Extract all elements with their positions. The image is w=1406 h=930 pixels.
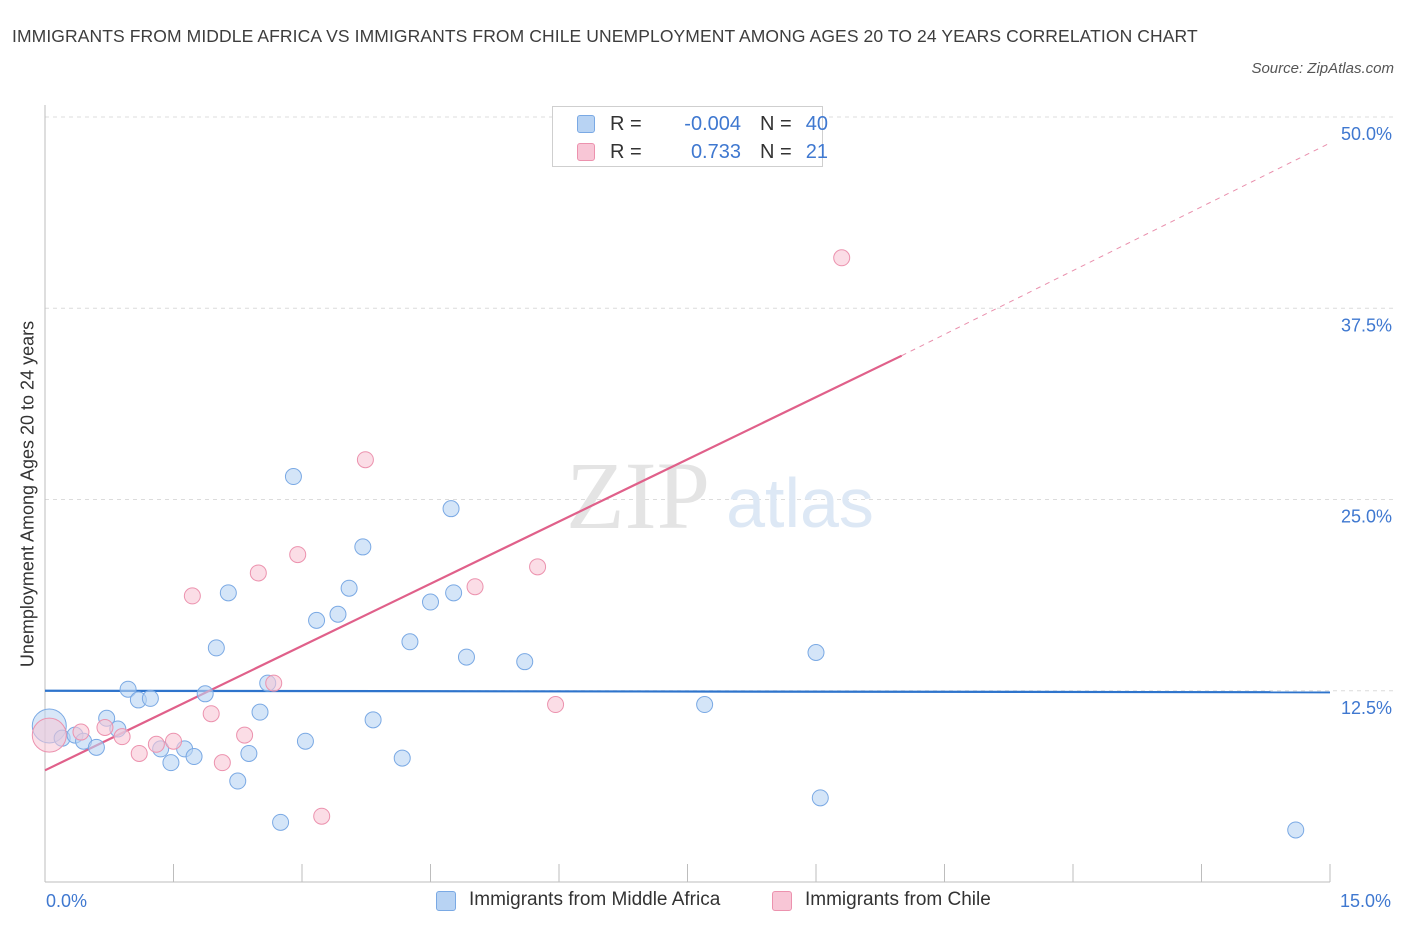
- point-middle-africa-31: [422, 593, 439, 611]
- trendline-middle-africa: [44, 689, 1331, 694]
- watermark-atlas: atlas: [726, 464, 874, 542]
- point-middle-africa-25: [329, 605, 347, 623]
- point-chile-18: [547, 696, 565, 714]
- point-middle-africa-22: [284, 468, 302, 486]
- point-chile-12: [265, 674, 283, 692]
- x-tick-label-min: 0.0%: [46, 891, 88, 911]
- chart-title: IMMIGRANTS FROM MIDDLE AFRICA VS IMMIGRA…: [12, 26, 1198, 46]
- n-value: 40: [805, 113, 828, 135]
- source-label: Source: ZipAtlas.com: [1251, 60, 1394, 77]
- point-chile-2: [96, 718, 114, 736]
- point-chile-9: [213, 754, 231, 772]
- n-label: N =: [760, 141, 792, 163]
- point-chile-17: [529, 558, 547, 576]
- trendline-chile: [44, 354, 903, 772]
- point-middle-africa-32: [442, 500, 460, 518]
- point-middle-africa-4: [87, 738, 105, 756]
- point-chile-19: [833, 249, 851, 267]
- point-middle-africa-37: [807, 644, 825, 661]
- y-axis-label: Unemployment Among Ages 20 to 24 years: [17, 320, 38, 668]
- ytick-label-layer: 12.5% 25.0% 37.5% 50.0%: [1341, 124, 1392, 718]
- y-tick-label-3: 50.0%: [1341, 124, 1392, 144]
- y-tick-label-2: 37.5%: [1341, 315, 1392, 335]
- point-chile-6: [165, 732, 182, 750]
- point-chile-11: [249, 564, 267, 582]
- point-middle-africa-17: [229, 772, 247, 790]
- point-middle-africa-39: [1287, 821, 1305, 839]
- point-chile-15: [356, 451, 374, 469]
- point-middle-africa-15: [207, 639, 225, 657]
- point-chile-3: [113, 728, 131, 746]
- point-middle-africa-28: [364, 711, 382, 729]
- legend-label: Immigrants from Chile: [805, 889, 991, 910]
- point-middle-africa-13: [185, 748, 203, 766]
- legend-swatch-pink: [772, 891, 792, 911]
- point-middle-africa-38: [811, 789, 829, 807]
- trendline-extension-chile: [901, 142, 1331, 357]
- legend-label: Immigrants from Middle Africa: [469, 889, 721, 910]
- point-middle-africa-36: [696, 696, 714, 714]
- point-middle-africa-27: [354, 538, 372, 556]
- y-tick-label-1: 25.0%: [1341, 507, 1392, 527]
- point-middle-africa-30: [401, 633, 419, 651]
- point-middle-africa-23: [296, 732, 314, 750]
- point-middle-africa-19: [251, 703, 269, 721]
- legend-swatch-pink: [577, 143, 595, 161]
- points-layer: [31, 249, 1305, 839]
- point-middle-africa-21: [272, 813, 290, 831]
- point-middle-africa-29: [393, 749, 411, 767]
- point-middle-africa-11: [162, 754, 180, 772]
- n-value: 21: [805, 141, 828, 163]
- point-middle-africa-24: [308, 611, 326, 629]
- y-tick-label-0: 12.5%: [1341, 698, 1392, 718]
- point-chile-10: [236, 726, 254, 744]
- stats-legend: R = -0.004 N = 40 R = 0.733 N = 21: [552, 106, 828, 167]
- point-chile-1: [72, 723, 90, 741]
- point-chile-13: [289, 546, 307, 564]
- point-chile-0: [31, 717, 67, 753]
- point-middle-africa-26: [340, 579, 358, 597]
- point-middle-africa-16: [219, 584, 237, 602]
- point-middle-africa-34: [457, 648, 475, 666]
- r-label: R =: [610, 113, 642, 135]
- legend-swatch-blue: [577, 115, 595, 133]
- point-middle-africa-18: [240, 744, 258, 762]
- grid-layer: [45, 116, 1395, 692]
- point-middle-africa-9: [141, 689, 159, 707]
- point-middle-africa-35: [516, 653, 534, 671]
- point-chile-7: [183, 587, 201, 605]
- r-label: R =: [610, 141, 642, 163]
- x-tick-label-max: 15.0%: [1340, 891, 1392, 911]
- point-chile-5: [147, 735, 165, 753]
- trend-layer: [44, 142, 1331, 772]
- point-chile-8: [202, 705, 220, 723]
- point-chile-4: [130, 744, 148, 762]
- point-chile-16: [466, 578, 484, 596]
- axes-layer: [44, 105, 1331, 883]
- r-value: -0.004: [684, 113, 741, 135]
- point-chile-14: [313, 807, 331, 825]
- n-label: N =: [760, 113, 792, 135]
- point-middle-africa-14: [196, 685, 214, 703]
- legend-swatch-blue: [436, 891, 456, 911]
- r-value: 0.733: [690, 141, 741, 163]
- point-middle-africa-7: [119, 680, 137, 698]
- point-middle-africa-33: [445, 584, 463, 602]
